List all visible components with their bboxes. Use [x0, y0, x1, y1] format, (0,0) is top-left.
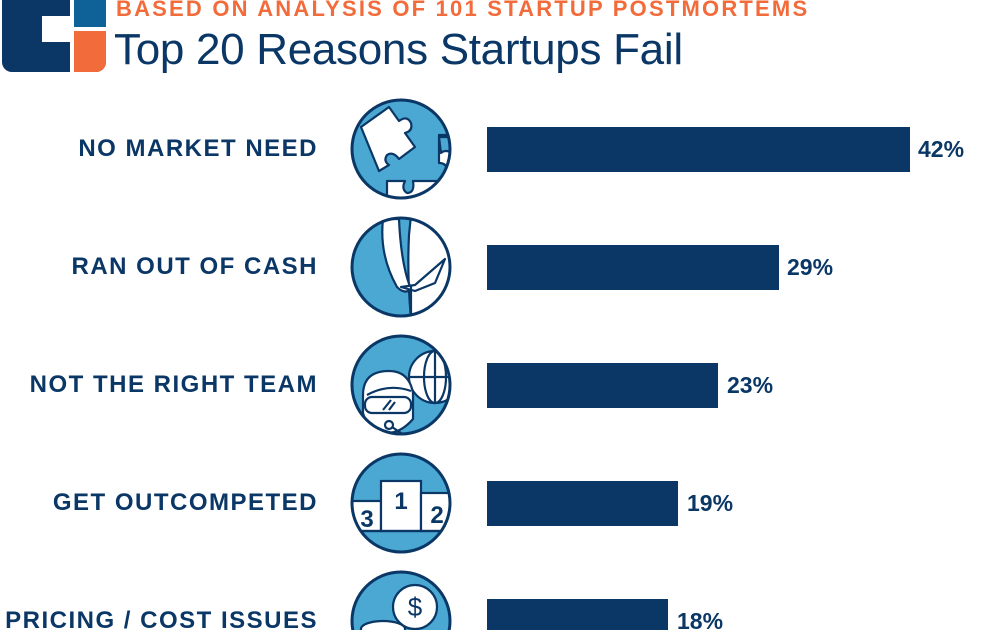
podium-first: 1 — [394, 488, 407, 515]
bar-value-label: 18% — [677, 608, 724, 630]
puzzle-icon — [350, 98, 452, 200]
bar-value-label: 42% — [918, 136, 965, 162]
bar — [487, 481, 678, 526]
brand-logo — [2, 0, 106, 72]
logo-orange-block — [74, 31, 106, 72]
podium-second: 2 — [430, 502, 443, 529]
chart-title: Top 20 Reasons Startups Fail — [114, 25, 683, 74]
bar-value-label: 29% — [787, 254, 834, 280]
empty-pocket-icon — [350, 216, 452, 318]
bar-value-label: 19% — [687, 490, 734, 516]
bar — [487, 599, 668, 630]
row-label: GET OUTCOMPETED — [52, 489, 318, 516]
bar — [487, 245, 779, 290]
bar-row: NO MARKET NEED 42% — [0, 94, 1000, 204]
bar-row: GET OUTCOMPETED 1 2 3 19% — [0, 448, 1000, 558]
bar-row: PRICING / COST ISSUES $ 18% — [0, 566, 1000, 630]
bar-row: RAN OUT OF CASH 29% — [0, 212, 1000, 322]
chart-subtitle: BASED ON ANALYSIS OF 101 STARTUP POSTMOR… — [116, 0, 810, 21]
row-label: PRICING / COST ISSUES — [5, 607, 318, 630]
logo-teal-block — [74, 0, 106, 27]
dollar-sign: $ — [408, 592, 423, 622]
bar — [487, 127, 910, 172]
team-headset-globe-icon — [350, 334, 452, 436]
bar-row: NOT THE RIGHT TEAM 23% — [0, 330, 1000, 440]
bar-value-label: 23% — [727, 372, 774, 398]
coins-dollar-icon: $ — [350, 570, 452, 630]
row-label: RAN OUT OF CASH — [71, 253, 318, 280]
row-label: NOT THE RIGHT TEAM — [29, 371, 318, 398]
podium-icon: 1 2 3 — [350, 452, 452, 554]
podium-third: 3 — [360, 506, 373, 533]
row-label: NO MARKET NEED — [78, 135, 318, 162]
bar — [487, 363, 718, 408]
